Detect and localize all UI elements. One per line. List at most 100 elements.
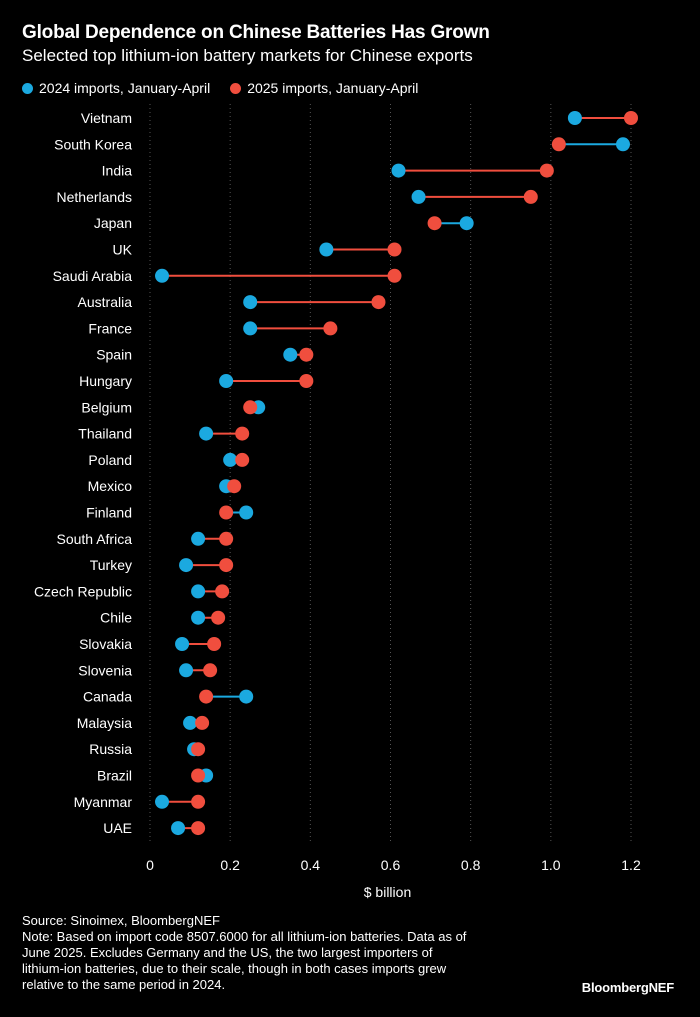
category-label: Chile xyxy=(100,610,132,626)
dot-2024 xyxy=(459,216,474,231)
dot-2025 xyxy=(227,479,242,494)
dot-2025 xyxy=(299,347,314,362)
dot-2024 xyxy=(391,163,406,178)
dot-2025 xyxy=(427,216,442,231)
dot-2024 xyxy=(191,584,206,599)
dot-2024 xyxy=(179,663,194,678)
category-label: India xyxy=(102,163,133,179)
dot-2025 xyxy=(323,321,338,336)
dot-2024 xyxy=(243,321,258,336)
dot-2025 xyxy=(191,768,206,783)
legend-item-2025: 2025 imports, January-April xyxy=(230,80,418,96)
legend-label-2025: 2025 imports, January-April xyxy=(247,80,419,96)
dot-2025 xyxy=(195,715,210,730)
dot-2025 xyxy=(207,637,222,651)
category-label: Thailand xyxy=(78,426,132,442)
dot-2024 xyxy=(223,452,238,467)
footer: Source: Sinoimex, BloombergNEF Note: Bas… xyxy=(22,913,542,993)
x-tick-label: 0.8 xyxy=(461,857,481,873)
category-label: Australia xyxy=(78,294,133,310)
dumbbell-chart: 0 0.2 0.4 0.6 0.8 1.0 1.2 $ billion Vietnam South… xyxy=(34,104,641,900)
source-note: Source: Sinoimex, BloombergNEF xyxy=(22,913,220,928)
x-tick-label: 0.4 xyxy=(301,857,321,873)
legend-item-2024: 2024 imports, January-April xyxy=(22,80,210,96)
dot-2024 xyxy=(179,558,194,573)
dot-2024 xyxy=(183,715,198,730)
dot-2025 xyxy=(299,374,314,388)
x-tick-label: 1.2 xyxy=(621,857,641,873)
legend-dot-2024-icon xyxy=(22,82,33,94)
category-label: Myanmar xyxy=(74,794,133,810)
dot-2025 xyxy=(235,426,250,441)
dot-2024 xyxy=(411,189,426,204)
dot-2025 xyxy=(235,452,250,467)
x-tick-label: 0 xyxy=(146,857,154,873)
legend: 2024 imports, January-April 2025 imports… xyxy=(22,80,438,96)
dot-2024 xyxy=(155,268,170,283)
dot-2024 xyxy=(239,505,254,520)
category-label: Turkey xyxy=(90,557,132,573)
category-label: France xyxy=(88,320,132,336)
dot-2025 xyxy=(191,742,206,757)
dot-2024 xyxy=(175,637,190,651)
chart-subtitle: Selected top lithium-ion battery markets… xyxy=(22,46,473,65)
dot-2025 xyxy=(219,505,234,520)
category-label: UAE xyxy=(103,820,132,836)
dot-2025 xyxy=(243,400,258,415)
dot-2024 xyxy=(239,689,254,704)
dot-2025 xyxy=(215,584,230,599)
x-axis-label: $ billion xyxy=(364,884,411,900)
dot-2025 xyxy=(191,794,206,809)
legend-label-2024: 2024 imports, January-April xyxy=(39,80,211,96)
category-label: Belgium xyxy=(81,399,132,415)
category-label: Vietnam xyxy=(81,110,132,126)
category-label: Mexico xyxy=(88,478,133,494)
dot-2025 xyxy=(371,295,386,310)
dot-2025 xyxy=(523,189,538,204)
category-label: Netherlands xyxy=(57,189,133,205)
dot-2025 xyxy=(624,111,638,125)
dot-2025 xyxy=(387,268,402,283)
dot-2024 xyxy=(171,821,186,836)
category-label: Russia xyxy=(89,741,132,757)
chart-title: Global Dependence on Chinese Batteries H… xyxy=(22,22,490,43)
dot-2025 xyxy=(219,531,234,546)
x-tick-label: 1.0 xyxy=(541,857,561,873)
dot-2024 xyxy=(191,531,206,546)
category-label: Saudi Arabia xyxy=(53,268,133,284)
category-label: Spain xyxy=(96,347,132,363)
dot-2025 xyxy=(219,558,234,573)
dot-2024 xyxy=(155,794,170,809)
x-tick-label: 0.6 xyxy=(381,857,401,873)
dot-2024 xyxy=(191,610,206,625)
category-label: Malaysia xyxy=(77,715,132,731)
note-line-4: relative to the same period in 2024. xyxy=(22,977,226,992)
dot-2024 xyxy=(283,347,298,362)
category-label: Japan xyxy=(94,215,132,231)
note-line-2: June 2025. Excludes Germany and the US, … xyxy=(22,945,433,960)
category-label: Poland xyxy=(88,452,132,468)
dot-2024 xyxy=(199,426,214,441)
category-label: Hungary xyxy=(79,373,132,389)
category-label: Brazil xyxy=(97,768,132,784)
dot-2025 xyxy=(551,137,566,152)
dot-2024 xyxy=(615,137,630,152)
x-tick-label: 0.2 xyxy=(220,857,240,873)
brand-logo-text: BloombergNEF xyxy=(581,980,674,995)
dot-2025 xyxy=(203,663,218,678)
category-label: Slovenia xyxy=(78,662,132,678)
dot-2025 xyxy=(191,821,206,836)
dot-2025 xyxy=(211,610,226,625)
legend-dot-2025-icon xyxy=(230,82,242,94)
dot-2025 xyxy=(387,242,402,257)
dot-2025 xyxy=(539,163,554,178)
dot-2024 xyxy=(319,242,334,257)
category-label: South Africa xyxy=(57,531,133,547)
category-label: South Korea xyxy=(54,136,132,152)
category-label: Canada xyxy=(83,689,132,705)
dot-2024 xyxy=(219,374,234,388)
dot-2024 xyxy=(243,295,258,310)
category-label: UK xyxy=(113,242,133,258)
dot-2025 xyxy=(199,689,214,704)
note-line-1: Note: Based on import code 8507.6000 for… xyxy=(22,929,467,944)
